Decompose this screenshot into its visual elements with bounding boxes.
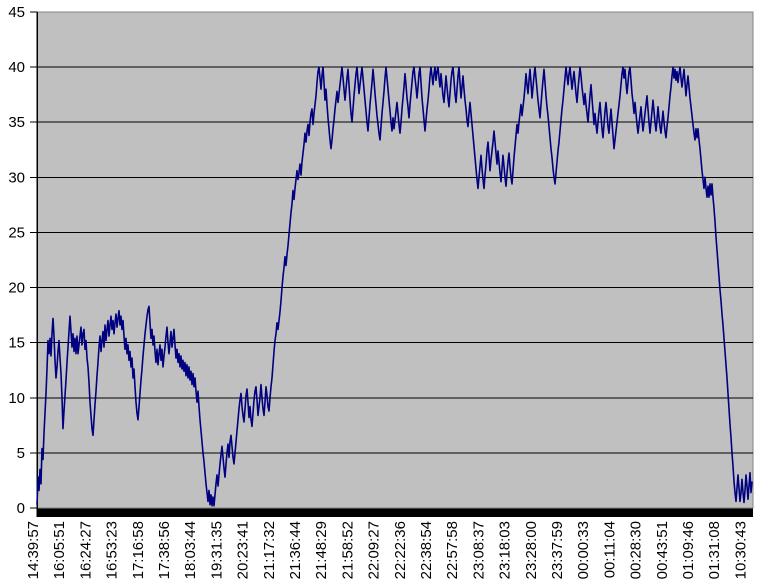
x-axis-label: 18:03:44 bbox=[182, 521, 199, 579]
y-axis-label: 30 bbox=[8, 169, 25, 186]
x-axis-label: 16:05:51 bbox=[51, 521, 68, 579]
axes bbox=[30, 11, 753, 517]
data-series bbox=[36, 66, 753, 507]
x-axis-label: 00:43:51 bbox=[654, 521, 671, 579]
x-axis-label: 14:39:57 bbox=[25, 521, 42, 579]
x-axis-label: 16:24:27 bbox=[77, 521, 94, 579]
x-axis-label: 00:11:04 bbox=[601, 521, 618, 578]
plot-background bbox=[36, 11, 754, 509]
plot-area bbox=[36, 11, 754, 509]
x-axis-label: 23:28:00 bbox=[523, 521, 540, 579]
x-axis-label: 21:36:44 bbox=[287, 521, 304, 579]
series-line bbox=[36, 66, 753, 507]
x-axis-label: 01:31:08 bbox=[706, 521, 723, 579]
x-axis-label: 21:58:52 bbox=[339, 521, 356, 579]
x-axis-label: 01:09:46 bbox=[680, 521, 697, 579]
y-axis-label: 10 bbox=[8, 390, 25, 407]
x-axis-label: 17:38:56 bbox=[156, 521, 173, 579]
y-axis-label: 25 bbox=[8, 224, 25, 241]
x-axis-label: 21:17:32 bbox=[261, 521, 278, 579]
x-axis-label: 23:18:03 bbox=[497, 521, 514, 579]
x-axis-label: 20:23:41 bbox=[235, 521, 252, 579]
x-axis-label: 22:57:58 bbox=[444, 521, 461, 579]
x-axis-label: 16:53:23 bbox=[104, 521, 121, 579]
x-axis-label: 00:00:33 bbox=[575, 521, 592, 579]
y-axis-label: 15 bbox=[8, 335, 25, 352]
x-axis-label: 23:37:59 bbox=[549, 521, 566, 579]
y-axis-label: 40 bbox=[8, 59, 25, 76]
x-axis-label: 17:16:58 bbox=[130, 521, 147, 579]
x-axis-label: 23:08:37 bbox=[470, 521, 487, 579]
y-axis-label: 20 bbox=[8, 280, 25, 297]
y-axis-label: 45 bbox=[8, 4, 25, 21]
x-axis-label: 10:30:43 bbox=[732, 521, 749, 579]
x-axis-label: 22:38:54 bbox=[418, 521, 435, 579]
y-axis-label: 35 bbox=[8, 114, 25, 131]
x-axis-label: 19:31:35 bbox=[208, 521, 225, 579]
y-axis-label: 0 bbox=[17, 500, 25, 517]
y-axis-labels: 0 5 10 15 20 25 30 35 40 45 bbox=[8, 4, 25, 517]
x-axis-label: 00:28:30 bbox=[628, 521, 645, 579]
x-axis-label: 21:48:29 bbox=[313, 521, 330, 579]
x-axis-tick-band bbox=[37, 508, 753, 517]
x-axis-label: 22:09:27 bbox=[366, 521, 383, 579]
gridlines bbox=[37, 66, 753, 454]
x-axis-label: 22:22:36 bbox=[392, 521, 409, 579]
x-axis-labels: 14:39:57 16:05:51 16:24:27 16:53:23 17:16:58… bbox=[25, 521, 749, 579]
y-axis-label: 5 bbox=[17, 445, 25, 462]
